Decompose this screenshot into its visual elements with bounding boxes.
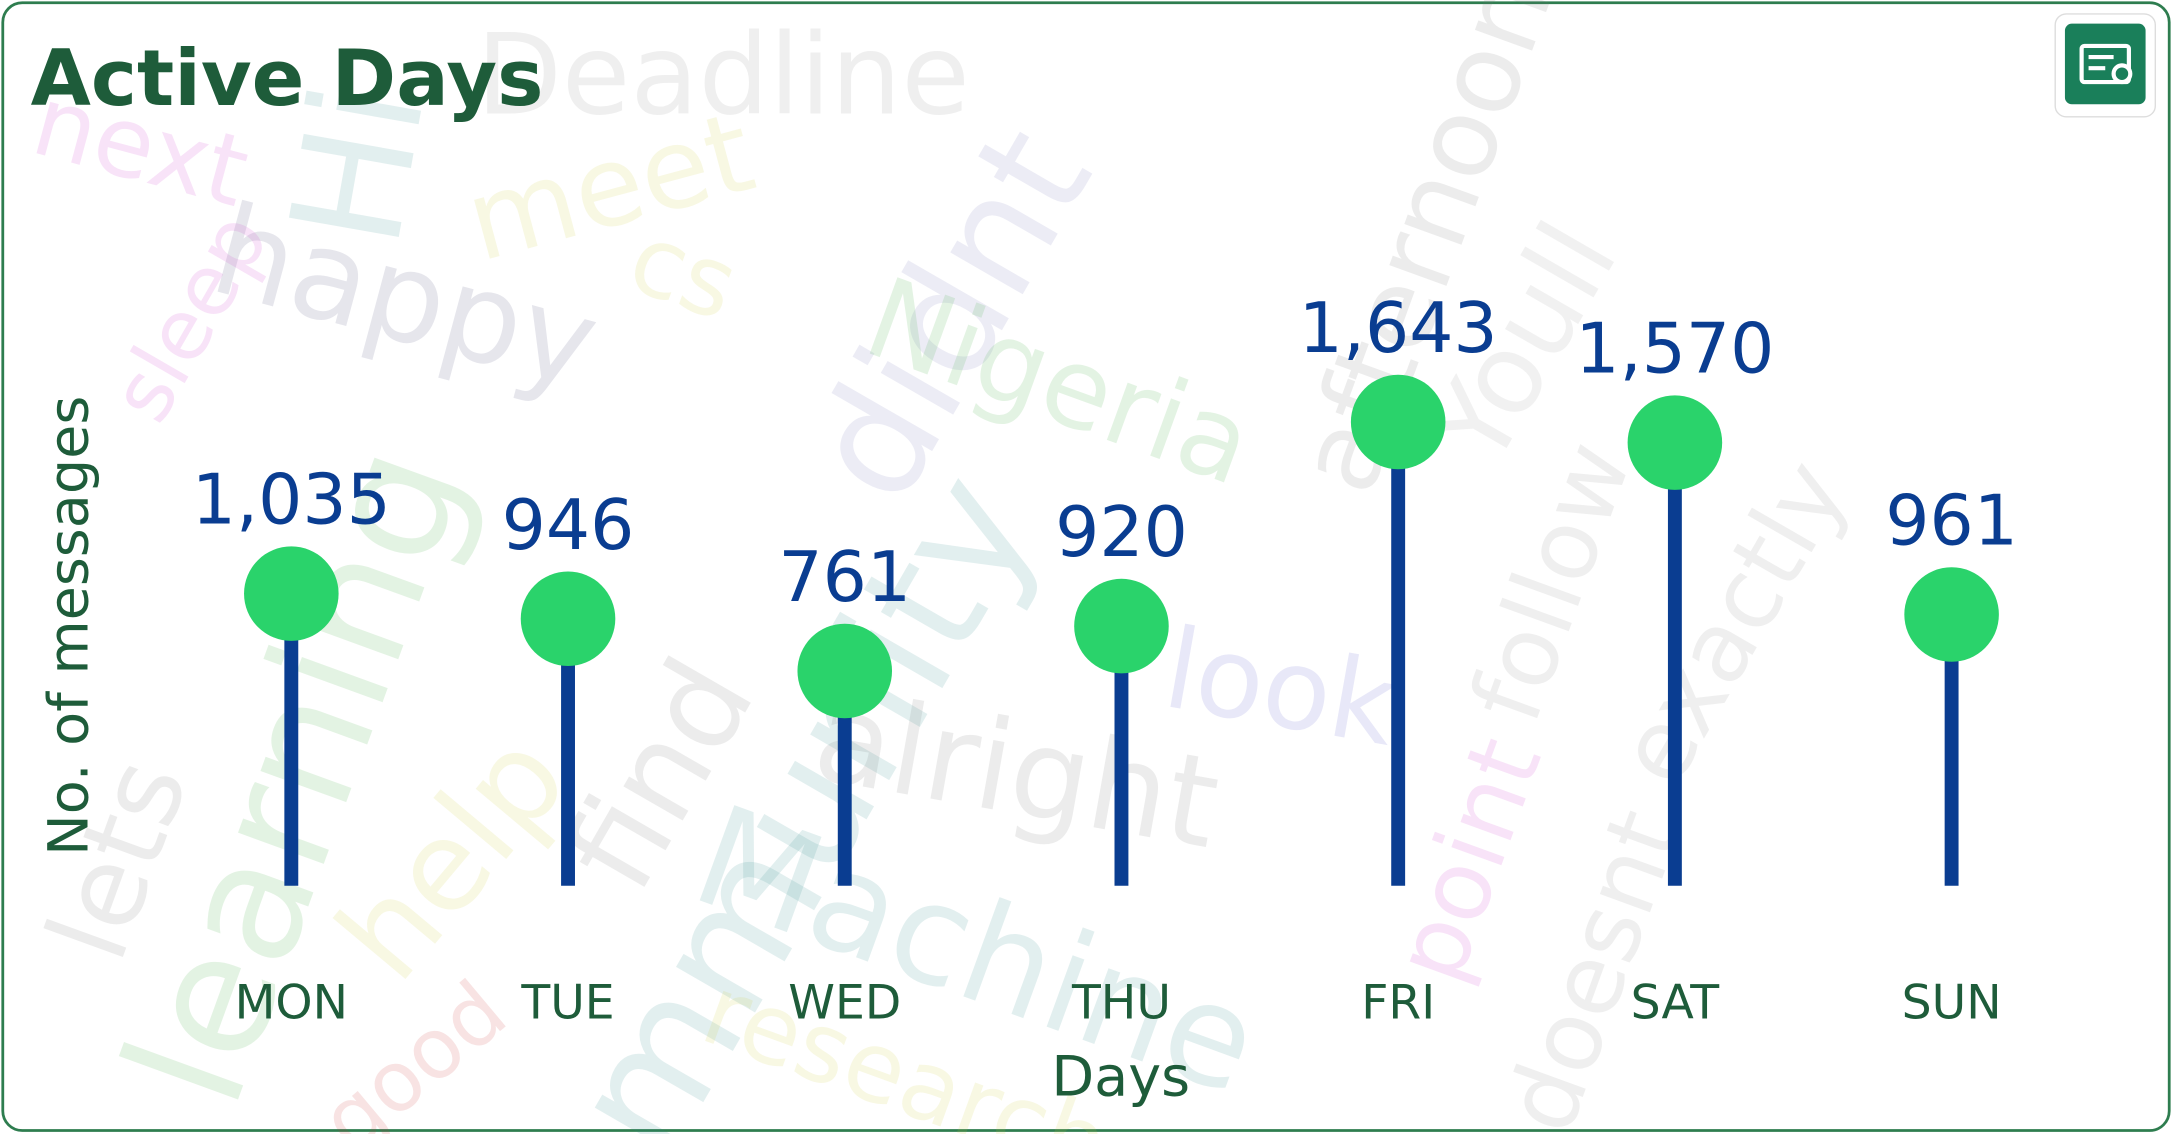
value-label: 761 [778, 537, 911, 618]
dot [1350, 374, 1446, 470]
x-tick-label: WED [788, 975, 901, 1030]
y-axis-title: No. of messages [36, 396, 101, 856]
button-icon[interactable] [2064, 23, 2146, 105]
x-tick-label: FRI [1361, 975, 1435, 1030]
dot [520, 571, 616, 667]
chart-title: Active Days [31, 34, 544, 124]
value-label: 920 [1055, 492, 1188, 573]
dot [797, 623, 893, 719]
icon-shape [2111, 63, 2133, 85]
value-label: 1,035 [192, 460, 391, 541]
plot: MON 1,035 TUE 946 WED 761 THU 920 FRI 1,643 SAT 1,5… [192, 288, 2018, 1030]
x-tick-label: MON [235, 975, 348, 1030]
value-label: 961 [1885, 481, 2018, 562]
x-tick-label: SUN [1902, 975, 2002, 1030]
x-tick-label: THU [1071, 975, 1171, 1030]
x-tick-label: TUE [520, 975, 614, 1030]
x-axis-title: Days [1051, 1045, 1190, 1110]
background-word: Deadline [476, 12, 970, 141]
x-tick-label: SAT [1631, 975, 1721, 1030]
report-button[interactable] [2054, 13, 2157, 118]
dot [244, 546, 339, 641]
dot [1627, 395, 1723, 490]
dot [1904, 567, 1999, 662]
dot [1074, 578, 1169, 674]
value-label: 946 [502, 485, 635, 566]
value-label: 1,643 [1299, 288, 1498, 369]
background-word: Hi [257, 72, 460, 258]
icon-shape [2079, 43, 2131, 85]
value-label: 1,570 [1575, 309, 1774, 390]
